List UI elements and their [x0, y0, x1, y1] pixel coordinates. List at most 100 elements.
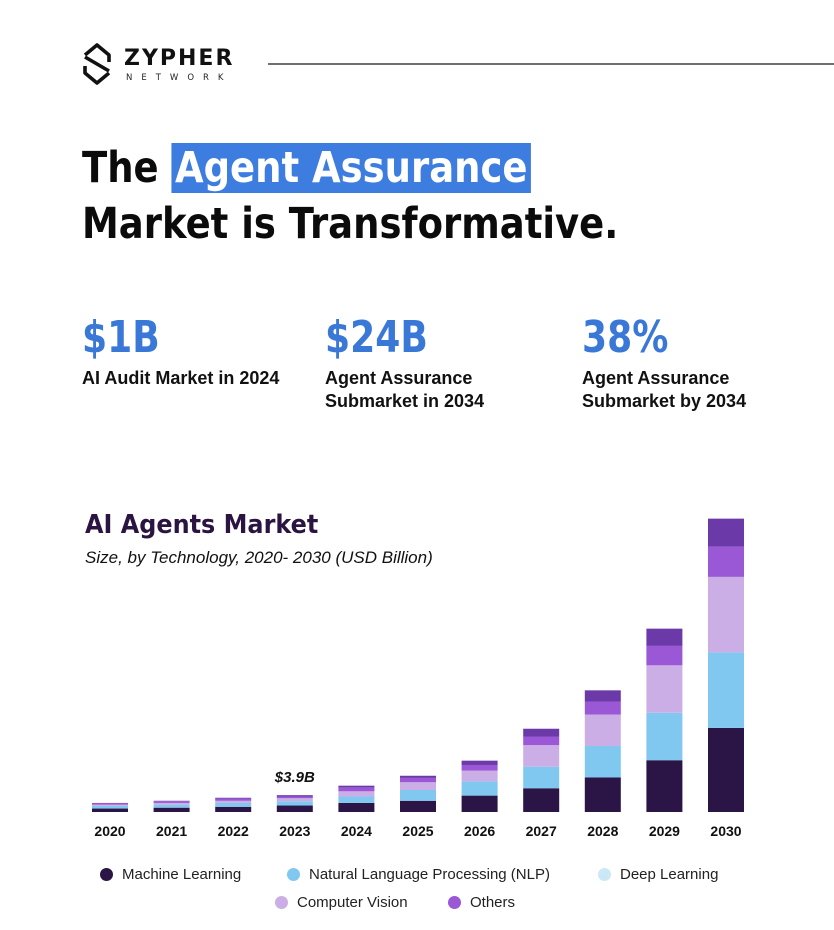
brand-logo: ZYPHER NETWORK [80, 40, 252, 88]
brand-subtitle: NETWORK [126, 73, 233, 83]
x-tick-label: 2024 [341, 823, 372, 839]
page-headline: The Agent Assurance Market is Transforma… [82, 140, 618, 252]
stat-label: AI Audit Market in 2024 [82, 368, 280, 388]
bar-segment-2025-4 [400, 777, 436, 783]
x-tick-label: 2028 [587, 823, 618, 839]
x-tick-label: 2029 [649, 823, 680, 839]
bar-segment-2028-3 [584, 714, 621, 746]
headline-line-2: Market is Transformative. [82, 199, 619, 249]
legend-label: Natural Language Processing (NLP) [309, 865, 550, 883]
bar-segment-2028-1 [584, 745, 621, 778]
bar-segment-2020-0 [92, 808, 128, 812]
bar-segment-2022-5 [215, 797, 252, 799]
x-tick-label: 2027 [526, 823, 557, 839]
bar-segment-2023-5 [276, 795, 313, 797]
bar-segment-2026-1 [461, 781, 498, 796]
x-tick-label: 2021 [156, 823, 187, 839]
bar-segment-2030-0 [708, 727, 744, 812]
stat-value: 38% [582, 312, 669, 363]
bar-segment-2020-3 [92, 804, 128, 806]
bar-segment-2021-0 [153, 807, 190, 812]
bar-stack-2026 [461, 760, 498, 812]
chart-title: AI Agents Market [85, 510, 319, 540]
bar-segment-2022-4 [215, 798, 252, 801]
header-divider [268, 63, 834, 65]
legend-item-deep-learning: Deep Learning [598, 864, 718, 884]
bar-segment-2020-4 [92, 803, 128, 805]
stat-ai-audit: $1B AI Audit Market in 2024 [82, 310, 279, 390]
bar-segment-2026-4 [461, 764, 498, 771]
bar-segment-2027-0 [523, 788, 560, 812]
legend-swatch [448, 895, 461, 909]
bar-segment-2023-1 [276, 801, 313, 806]
stat-agent-assurance-share: 38% Agent Assurance Submarket by 2034 [582, 310, 812, 413]
headline-pre: The [82, 143, 172, 193]
bar-segment-2021-1 [153, 804, 190, 808]
bar-stack-2028 [584, 690, 621, 812]
bar-annotation: $3.9B [274, 769, 315, 786]
bar-segment-2029-4 [646, 645, 683, 666]
bar-stack-2023 [276, 795, 313, 812]
bar-segment-2023-3 [276, 798, 313, 802]
bar-segment-2027-1 [523, 766, 560, 789]
legend-label: Deep Learning [620, 865, 719, 883]
legend-item-machine-learning: Machine Learning [100, 864, 241, 884]
stat-value: $24B [325, 312, 428, 363]
stat-value: $1B [82, 312, 160, 363]
bar-stack-2029 [646, 628, 683, 812]
bar-segment-2026-3 [461, 770, 498, 782]
legend-swatch [100, 867, 113, 881]
bar-segment-2022-1 [215, 802, 252, 807]
bar-segment-2023-4 [276, 796, 313, 799]
headline-highlight: Agent Assurance [171, 143, 531, 193]
legend-item-computer-vision: Computer Vision [275, 892, 408, 912]
bar-segment-2022-0 [215, 806, 252, 812]
bar-segment-2029-5 [646, 628, 683, 646]
legend-item-nlp: Natural Language Processing (NLP) [287, 864, 550, 884]
bar-segment-2022-3 [215, 800, 252, 803]
bar-stack-2024 [338, 785, 375, 812]
bar-segment-2025-5 [400, 775, 436, 778]
bar-segment-2025-3 [400, 782, 436, 790]
bar-segment-2024-5 [338, 785, 375, 788]
bar-segment-2025-1 [400, 789, 436, 801]
legend-swatch [598, 867, 611, 881]
legend-label: Computer Vision [297, 893, 408, 911]
bar-segment-2028-4 [584, 701, 621, 715]
bar-segment-2025-0 [400, 800, 436, 812]
bar-segment-2027-5 [523, 728, 560, 737]
stat-label: Agent Assurance Submarket by 2034 [582, 368, 747, 411]
bar-segment-2023-0 [276, 805, 313, 812]
legend-item-others: Others [448, 892, 515, 912]
bar-stack-2022 [215, 797, 252, 812]
bar-segment-2030-3 [708, 576, 744, 653]
bar-segment-2027-3 [523, 745, 560, 767]
bar-segment-2026-0 [461, 795, 498, 812]
bar-segment-2029-1 [646, 712, 683, 761]
bar-segment-2029-0 [646, 760, 683, 812]
bar-segment-2030-5 [708, 518, 744, 547]
bar-segment-2026-5 [461, 760, 498, 765]
x-tick-label: 2022 [218, 823, 249, 839]
bar-stack-2027 [523, 728, 560, 812]
legend-swatch [287, 867, 300, 881]
bar-segment-2027-4 [523, 736, 560, 746]
bar-segment-2029-3 [646, 665, 683, 713]
bar-segment-2024-3 [338, 791, 375, 797]
stat-label: Agent Assurance Submarket in 2034 [325, 368, 485, 411]
x-tick-label: 2030 [710, 823, 741, 839]
bar-segment-2030-1 [708, 652, 744, 728]
bar-segment-2020-1 [92, 805, 128, 809]
zypher-logo-icon [83, 43, 111, 85]
bar-stack-2025 [400, 775, 436, 812]
ai-agents-market-chart: 2020 2021 2022 2023 $3.9B 2024 2025 2026 2027 202… [92, 518, 744, 839]
legend-label: Others [470, 893, 516, 911]
chart-subtitle: Size, by Technology, 2020- 2030 (USD Bil… [85, 548, 433, 567]
bar-segment-2024-4 [338, 787, 375, 792]
legend-label: Machine Learning [122, 865, 242, 883]
bar-stack-2030 [708, 518, 744, 812]
bar-segment-2028-0 [584, 777, 621, 812]
bar-segment-2021-4 [153, 801, 190, 803]
bar-stack-2021 [153, 800, 190, 812]
x-tick-label: 2025 [402, 823, 433, 839]
